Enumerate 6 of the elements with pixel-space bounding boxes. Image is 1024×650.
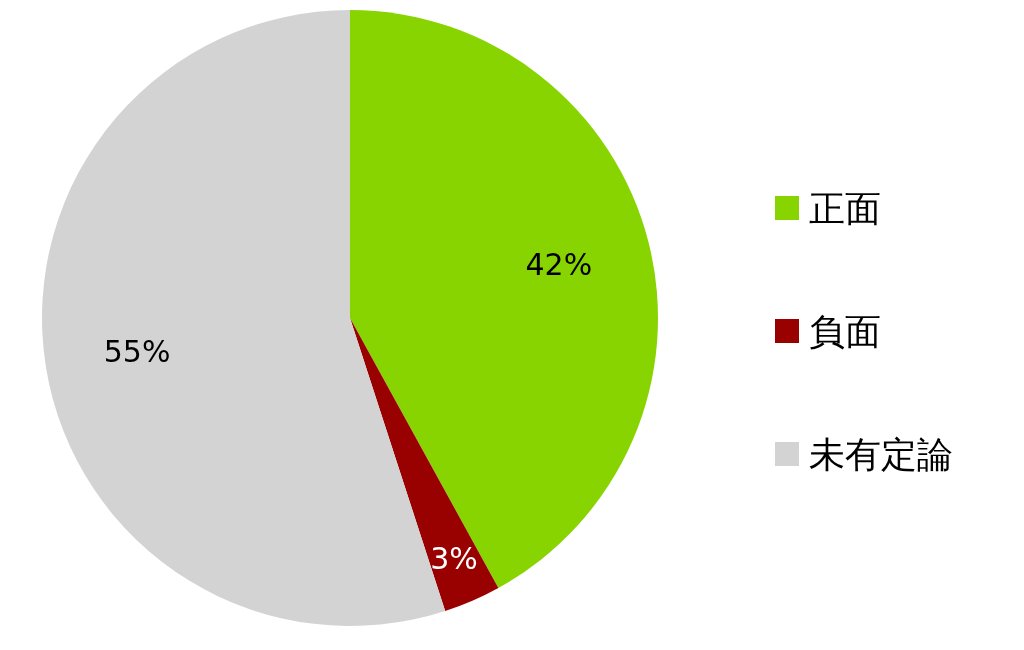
data-label: 3% xyxy=(430,540,478,576)
data-label: 55% xyxy=(103,334,171,370)
data-label: 42% xyxy=(525,246,593,282)
legend-label: 未有定論 xyxy=(809,433,953,475)
legend-label: 負面 xyxy=(809,310,881,352)
legend-label: 正面 xyxy=(809,187,881,229)
